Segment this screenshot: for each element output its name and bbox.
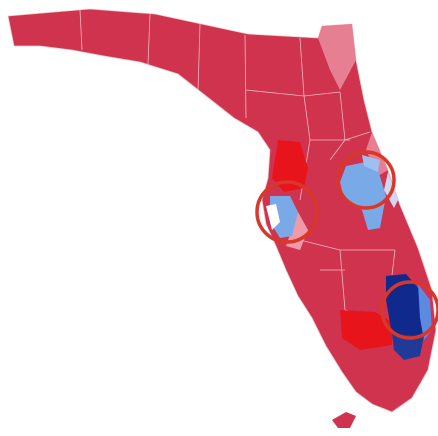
county-blue-coast <box>418 284 432 340</box>
county-navy-miami <box>392 334 424 360</box>
highlight-circle-tampa <box>255 180 319 244</box>
florida-keys <box>332 412 356 428</box>
county-blue-tampa <box>270 196 298 238</box>
county-red-pasco <box>272 140 308 192</box>
county-navy-palmbeach <box>386 274 428 340</box>
county-blue-seminole <box>362 155 380 172</box>
highlight-circle-orlando <box>336 150 396 210</box>
county-red-south <box>340 310 392 350</box>
county-blue-pinellas <box>266 204 280 230</box>
highlight-circle-miami <box>380 280 438 340</box>
county-blue-orlando <box>340 162 386 230</box>
county-pink-north <box>318 24 356 90</box>
